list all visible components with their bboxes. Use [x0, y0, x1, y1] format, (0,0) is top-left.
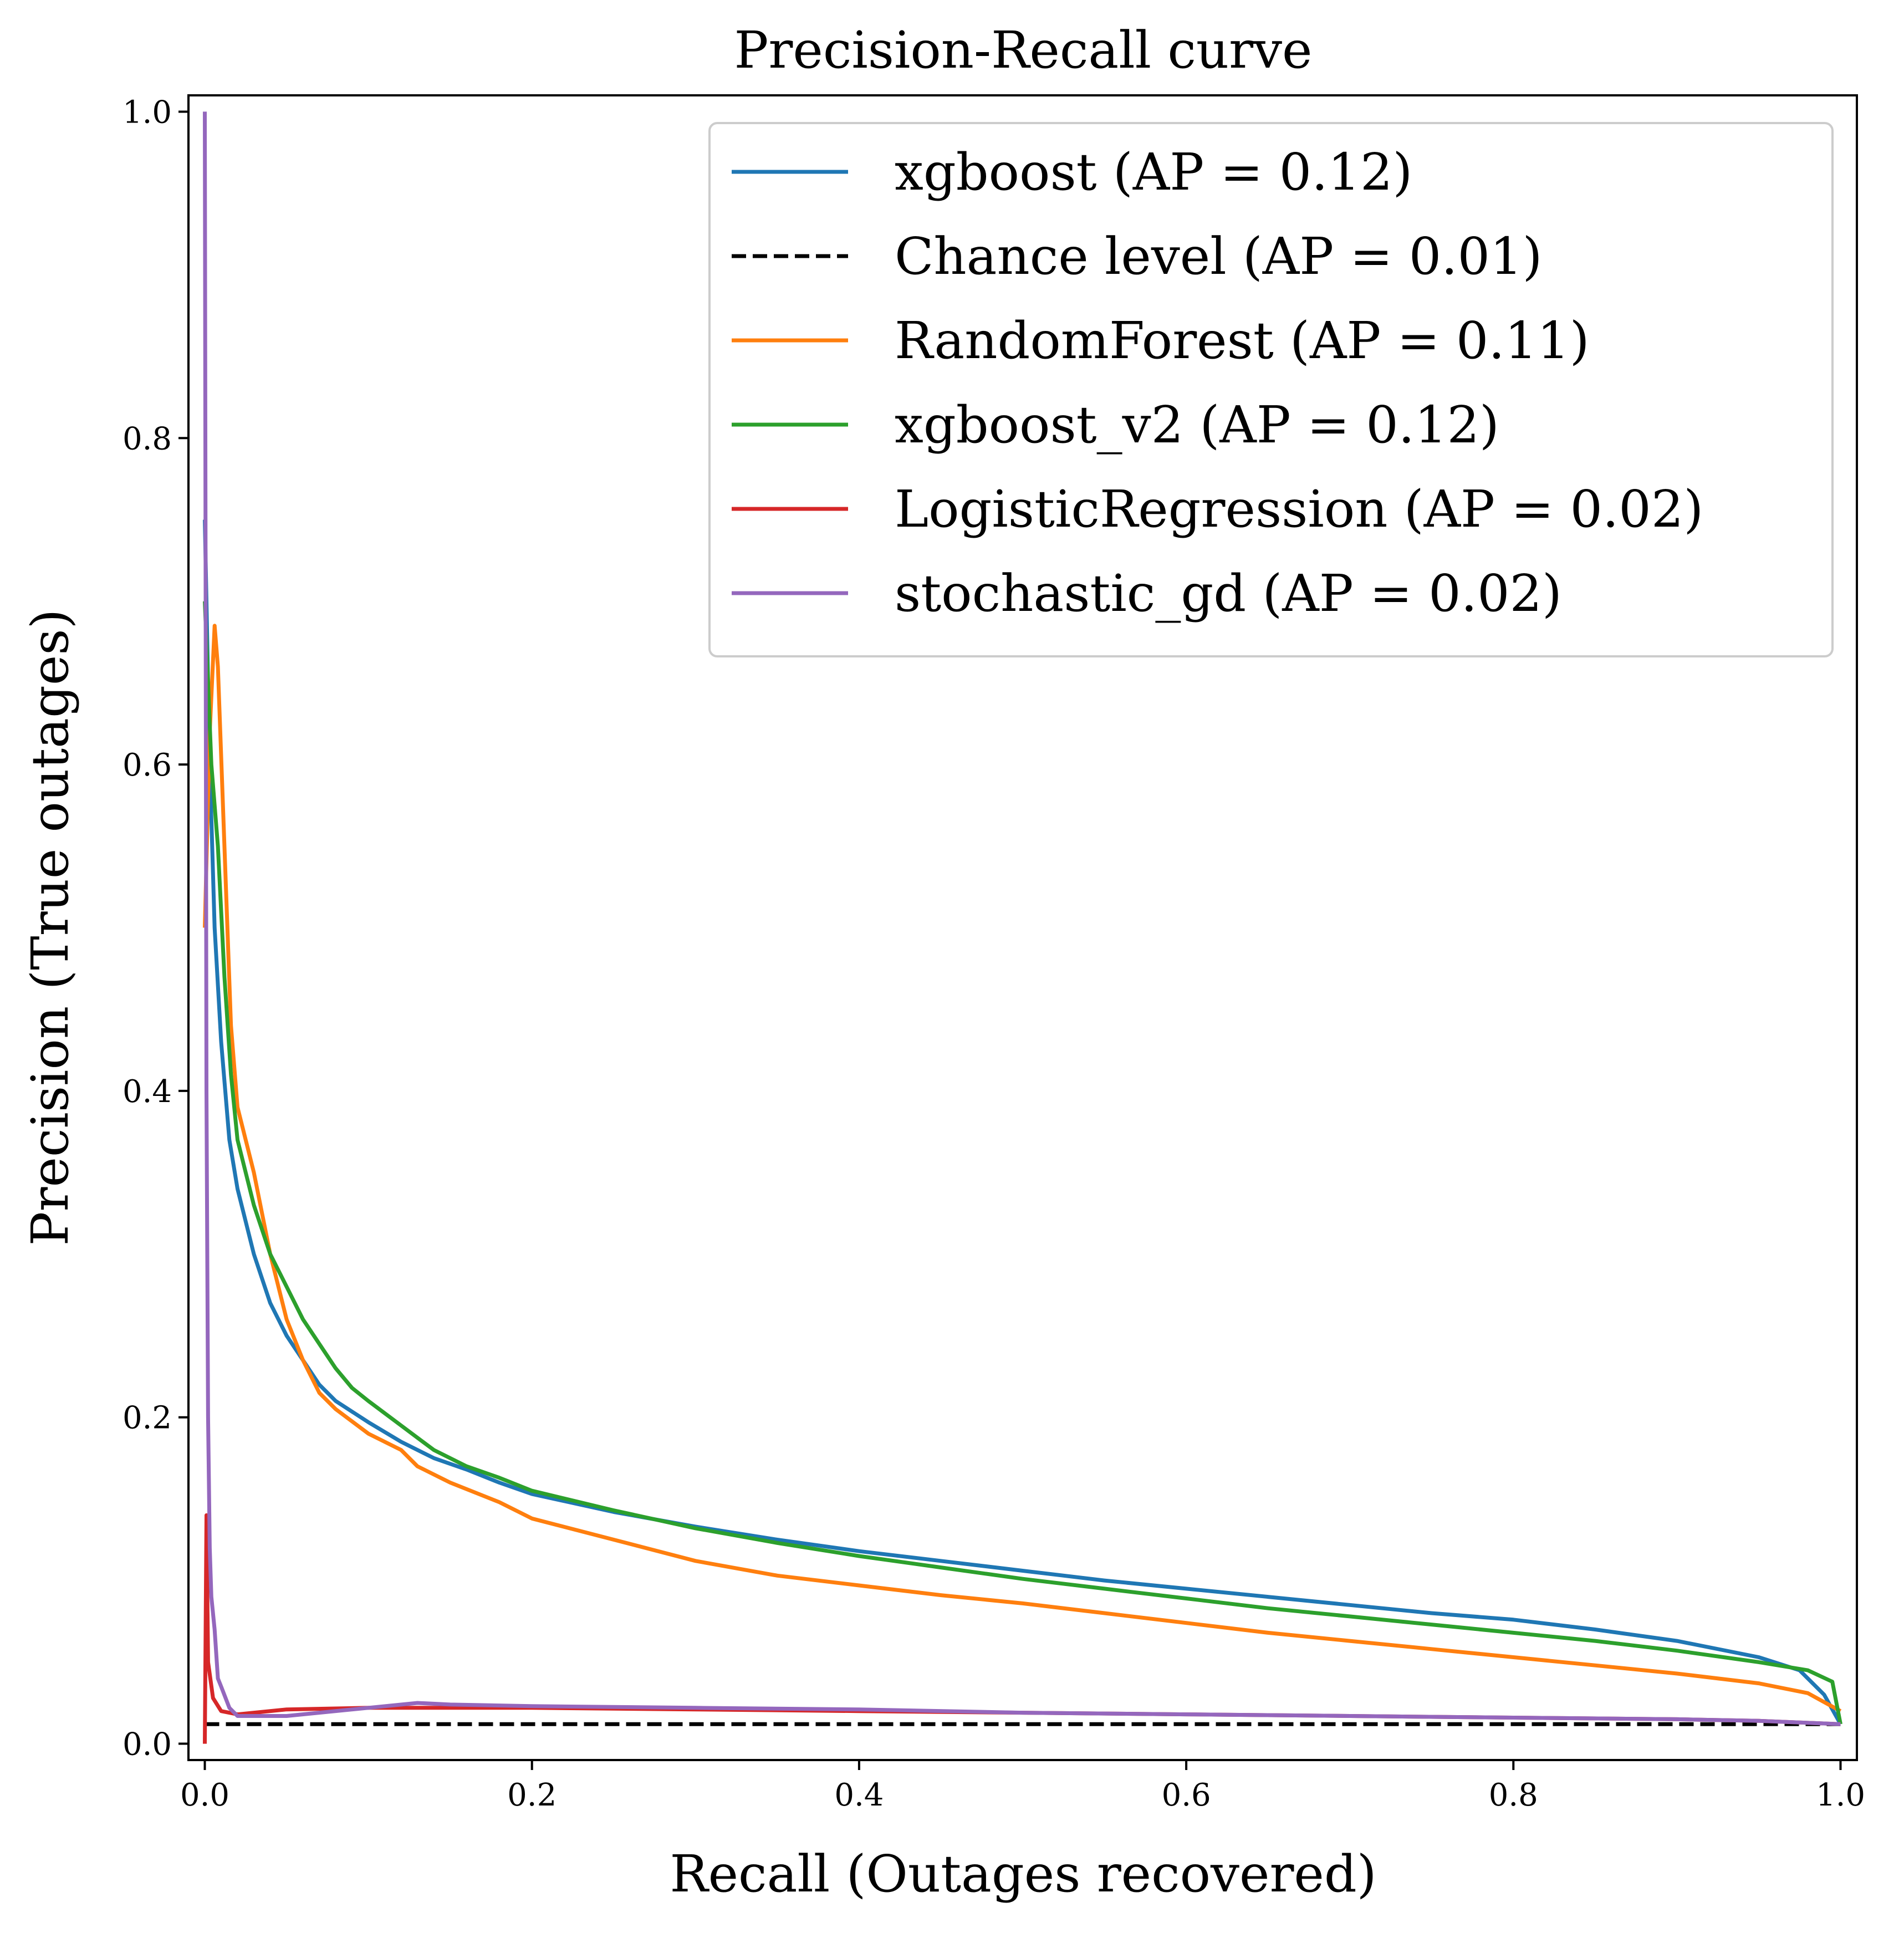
y-tick-label: 0.4: [122, 1074, 172, 1110]
legend: xgboost (AP = 0.12) Chance level (AP = 0.…: [708, 122, 1834, 657]
x-tick-label: 0.8: [1489, 1777, 1538, 1813]
x-tick-label: 0.4: [834, 1777, 884, 1813]
y-tick-label: 0.8: [122, 421, 172, 457]
series-layer: [203, 111, 1842, 1744]
legend-box: [708, 122, 1834, 657]
x-axis-label: Recall (Outages recovered): [670, 1844, 1376, 1904]
legend-label-chance: Chance level (AP = 0.01): [895, 227, 1542, 286]
x-tick-label: 1.0: [1816, 1777, 1865, 1813]
legend-label-logisticregression: LogisticRegression (AP = 0.02): [895, 480, 1703, 539]
y-tick-label: 0.6: [122, 747, 172, 783]
y-tick-label: 0.2: [122, 1400, 172, 1436]
plot-frame: [187, 94, 1858, 1761]
x-tick-label: 0.0: [180, 1777, 229, 1813]
legend-label-xgboost-v2: xgboost_v2 (AP = 0.12): [895, 395, 1499, 455]
y-axis-label: Precision (True outages): [21, 609, 80, 1246]
legend-label-xgboost: xgboost (AP = 0.12): [895, 142, 1412, 202]
legend-label-randomforest: RandomForest (AP = 0.11): [895, 311, 1590, 370]
x-tick-label: 0.2: [507, 1777, 557, 1813]
y-axis-ticks: 0.0 0.2 0.4 0.6 0.8 1.0: [122, 94, 188, 1763]
series-line-randomforest: [203, 624, 1842, 1713]
legend-label-stochastic-gd: stochastic_gd (AP = 0.02): [895, 564, 1562, 623]
chart-title: Precision-Recall curve: [734, 21, 1313, 80]
series-line-xgboost: [203, 519, 1842, 1725]
series-line-xgboost-v2: [203, 601, 1842, 1725]
series-line-stochastic-gd: [203, 111, 1841, 1726]
x-tick-label: 0.6: [1162, 1777, 1211, 1813]
y-tick-label: 0.0: [122, 1727, 172, 1763]
x-axis-ticks: 0.0 0.2 0.4 0.6 0.8 1.0: [180, 1760, 1865, 1813]
y-tick-label: 1.0: [122, 94, 172, 130]
